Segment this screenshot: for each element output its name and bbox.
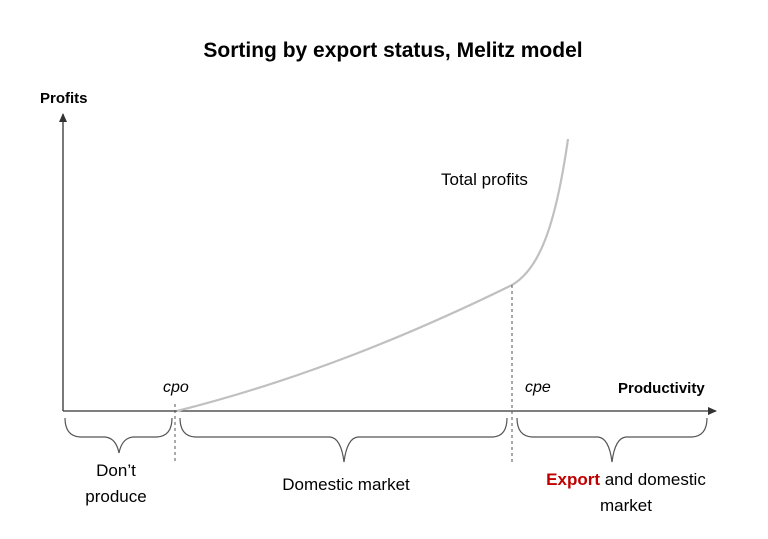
cpo-label: cpo bbox=[163, 379, 189, 396]
export-market-line2: market bbox=[600, 496, 652, 515]
x-axis-label: Productivity bbox=[618, 380, 705, 397]
domestic-market-label: Domestic market bbox=[282, 475, 410, 494]
brace-dont-produce bbox=[64, 417, 173, 454]
y-axis-label: Profits bbox=[40, 90, 88, 107]
dont-produce-line2: produce bbox=[85, 487, 146, 506]
total-profits-label: Total profits bbox=[441, 170, 528, 189]
brace-export-market bbox=[516, 417, 708, 463]
export-rest-line1: and domestic bbox=[600, 470, 706, 489]
cpe-label: cpe bbox=[525, 379, 551, 396]
total-profits-curve bbox=[176, 138, 570, 413]
brace-domestic-market bbox=[179, 417, 508, 463]
export-market-line1: Export and domestic bbox=[546, 470, 706, 489]
dont-produce-line1: Don’t bbox=[96, 461, 136, 480]
export-highlight: Export bbox=[546, 470, 600, 489]
diagram-title: Sorting by export status, Melitz model bbox=[203, 39, 582, 62]
